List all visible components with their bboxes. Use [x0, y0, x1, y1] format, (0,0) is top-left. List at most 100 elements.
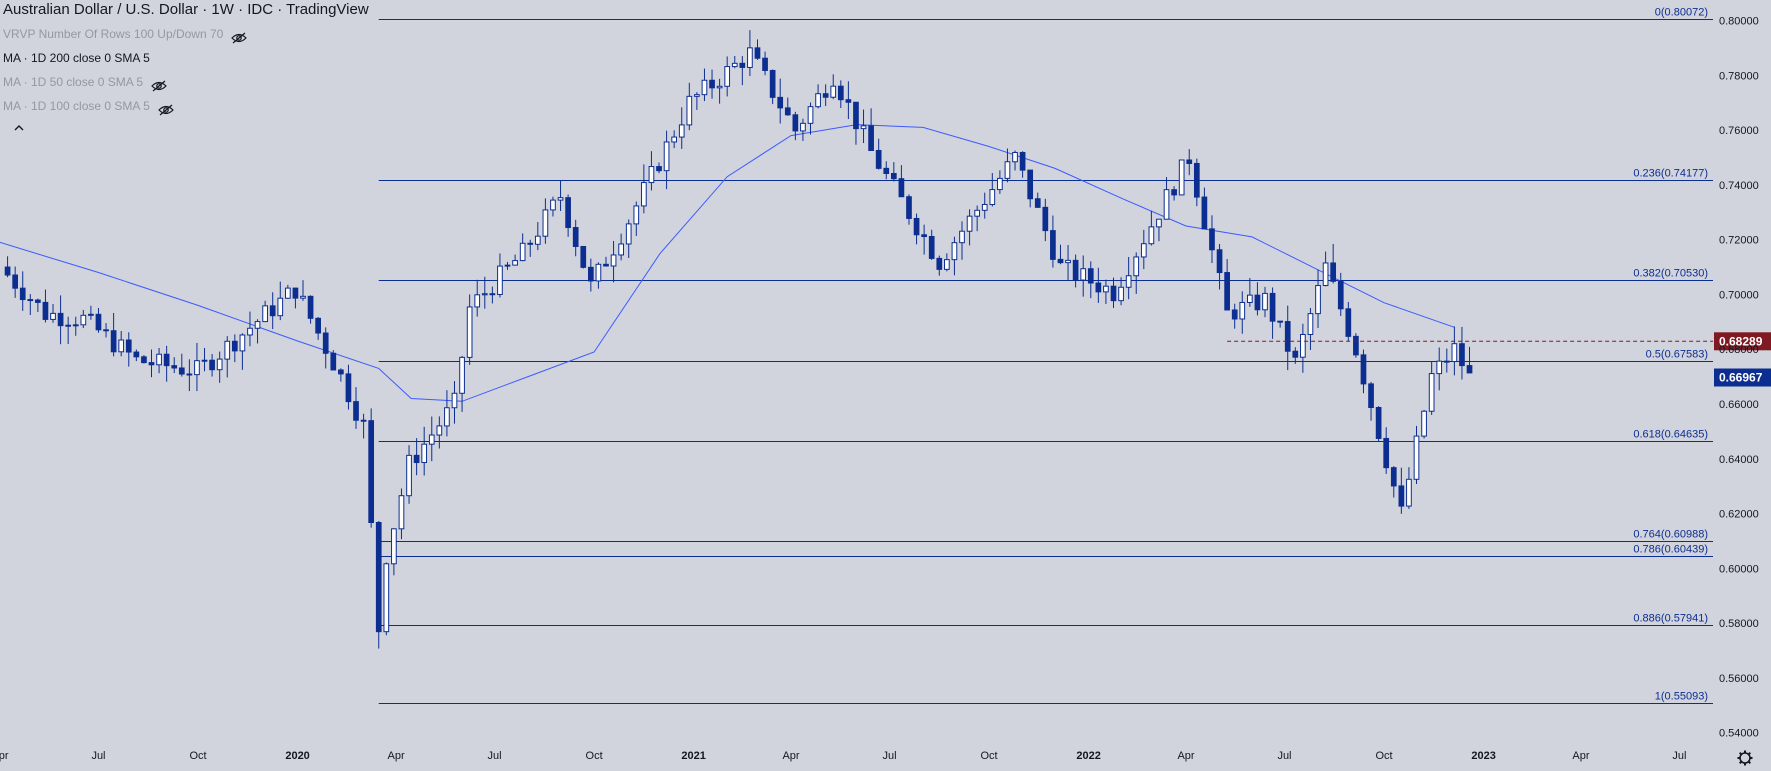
- candle-up: [1178, 159, 1185, 196]
- candle-down: [1231, 309, 1238, 320]
- candle-up: [625, 223, 632, 245]
- candle-up: [595, 263, 602, 282]
- fib-level-label: 0.786(0.60439): [1633, 544, 1708, 556]
- candle-up: [519, 242, 526, 262]
- candle-down: [1027, 169, 1034, 200]
- fib-level-label: 0.236(0.74177): [1633, 168, 1708, 180]
- candle-down: [868, 125, 874, 151]
- candle-down: [1019, 151, 1026, 171]
- candle-up: [1239, 301, 1246, 320]
- eye-off-icon[interactable]: [157, 100, 174, 116]
- price-tag-bg: [1714, 368, 1771, 387]
- candle-up: [1065, 259, 1071, 264]
- eye-off-icon[interactable]: [151, 76, 167, 92]
- eye-off-icon[interactable]: [231, 28, 248, 44]
- candle-down: [1277, 320, 1283, 323]
- candle-up: [474, 294, 481, 308]
- candle-up: [88, 313, 94, 316]
- price-tags: 0.68289 0.66967: [1227, 332, 1771, 387]
- candle-up: [1315, 285, 1321, 315]
- indicator-ma-100[interactable]: MA · 1D 100 close 0 SMA 5: [3, 94, 369, 118]
- candle-down: [1269, 292, 1276, 322]
- candle-down: [913, 217, 920, 236]
- x-tick-label: Apr: [782, 750, 799, 762]
- candle-up: [65, 324, 72, 327]
- indicator-ma-50[interactable]: MA · 1D 50 close 0 SMA 5: [3, 70, 369, 94]
- candle-up: [406, 454, 412, 497]
- candle-down: [133, 351, 140, 358]
- chevron-up-icon[interactable]: [3, 118, 369, 138]
- candle-down: [315, 317, 321, 334]
- candle-up: [694, 94, 700, 97]
- gear-icon-tooth: [1738, 760, 1743, 765]
- y-tick-label: 0.76000: [1719, 125, 1759, 137]
- candle-down: [292, 287, 299, 299]
- x-tick-label: Oct: [980, 750, 997, 762]
- candle-up: [1004, 161, 1011, 179]
- candle-down: [1398, 485, 1405, 507]
- candle-down: [1459, 343, 1465, 367]
- candle-down: [1337, 280, 1344, 310]
- x-tick-label: Jul: [91, 750, 105, 762]
- candle-up: [277, 297, 284, 317]
- candle-up: [671, 136, 678, 143]
- candle-down: [1095, 282, 1102, 293]
- candle-down: [12, 274, 18, 289]
- candle-up: [641, 182, 647, 207]
- candle-up: [815, 93, 821, 108]
- indicator-vrvp[interactable]: VRVP Number Of Rows 100 Up/Down 70: [3, 22, 369, 46]
- x-tick-label: Apr: [1177, 750, 1194, 762]
- candle-down: [527, 242, 534, 245]
- candle-down: [269, 305, 276, 317]
- y-tick-label: 0.74000: [1719, 180, 1759, 192]
- candle-down: [580, 245, 587, 268]
- y-tick-label: 0.68000: [1719, 344, 1759, 356]
- fib-level-label: 0.618(0.64635): [1633, 429, 1708, 441]
- candle-up: [959, 230, 965, 244]
- y-tick-label: 0.78000: [1719, 70, 1759, 82]
- candle-up: [512, 260, 518, 266]
- candle-down: [125, 339, 132, 353]
- candle-down: [1375, 407, 1382, 439]
- indicator-ma-200[interactable]: MA · 1D 200 close 0 SMA 5: [3, 46, 369, 70]
- candle-up: [459, 356, 465, 394]
- candle-down: [890, 173, 897, 180]
- candle-down: [186, 373, 193, 376]
- candle-up: [50, 312, 56, 320]
- y-axis: 0.80000 0.78000 0.76000 0.74000 0.72000 0.700…: [1719, 16, 1759, 740]
- candle-down: [95, 313, 102, 331]
- candle-up: [1148, 226, 1155, 245]
- candle-up: [701, 79, 708, 96]
- gear-icon[interactable]: [1737, 750, 1753, 766]
- candle-down: [1360, 354, 1367, 385]
- candle-up: [974, 209, 981, 217]
- candle-up: [618, 243, 624, 256]
- candle-down: [1110, 285, 1117, 302]
- candle-down: [906, 196, 912, 219]
- candle-up: [989, 189, 996, 205]
- candle-down: [1171, 189, 1177, 196]
- candle-down: [587, 266, 594, 282]
- candle-down: [360, 419, 367, 422]
- candle-down: [656, 166, 662, 172]
- candle-down: [171, 365, 178, 369]
- candle-up: [731, 62, 738, 68]
- candle-down: [784, 107, 791, 116]
- indicator-ma-50-label: MA · 1D 50 close 0 SMA 5: [3, 75, 144, 89]
- y-tick-label: 0.58000: [1719, 618, 1759, 630]
- candle-down: [845, 99, 852, 103]
- candle-up: [1080, 268, 1087, 281]
- candle-down: [1057, 258, 1064, 264]
- candle-down: [1193, 162, 1200, 198]
- candle-down: [209, 359, 215, 371]
- x-tick-label: 2021: [681, 750, 705, 762]
- candle-up: [1103, 285, 1109, 293]
- gear-icon-ring: [1739, 752, 1751, 764]
- candle-down: [1383, 437, 1390, 469]
- candle-up: [118, 339, 125, 353]
- candle-down: [1087, 268, 1094, 284]
- candle-up: [216, 358, 223, 371]
- candle-down: [103, 329, 109, 332]
- price-tag-label: 0.68289: [1719, 334, 1763, 348]
